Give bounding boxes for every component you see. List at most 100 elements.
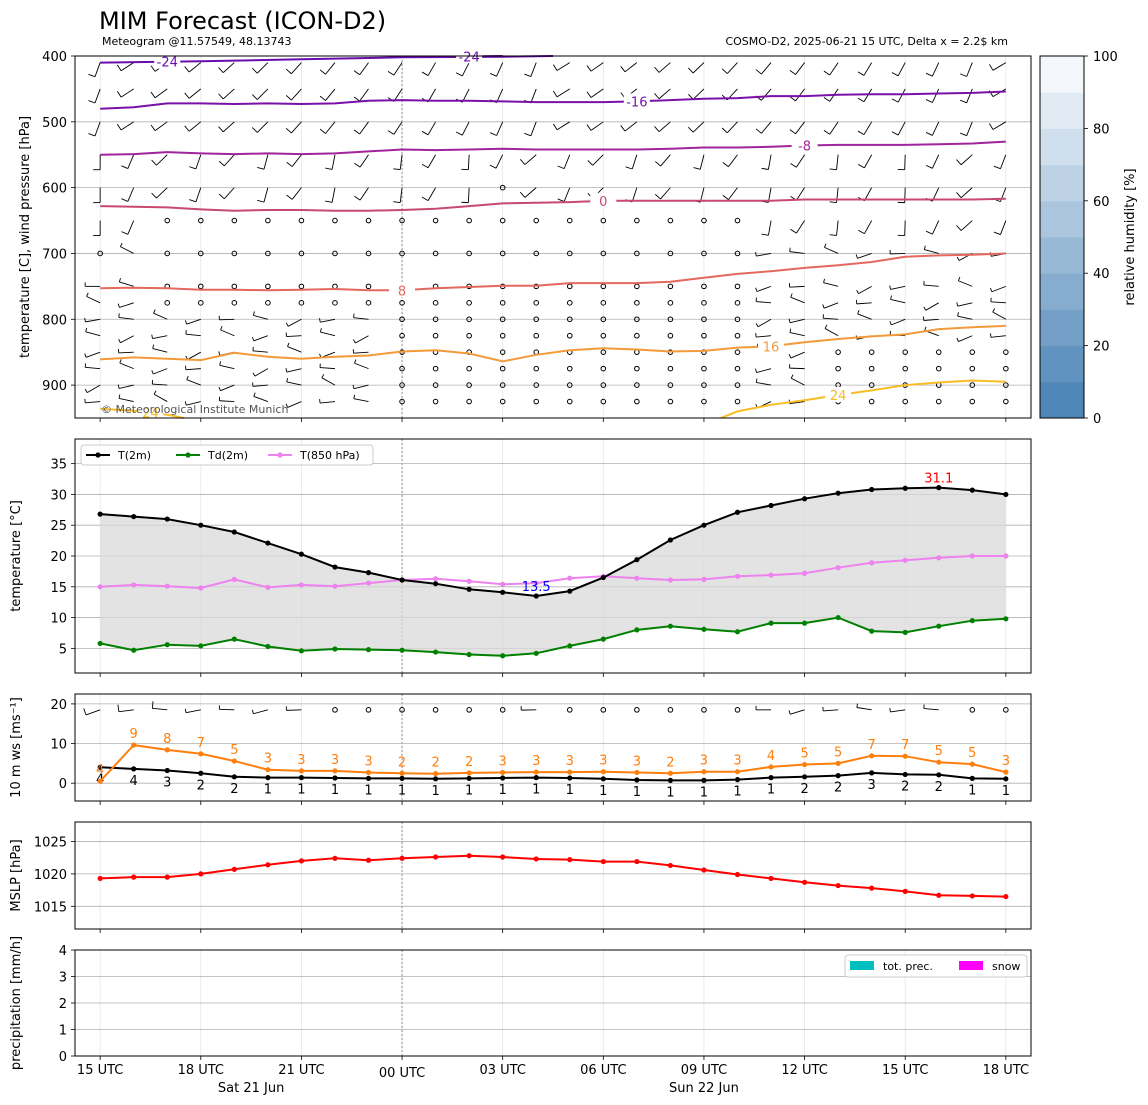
- upper-wind-barb-feather: [891, 72, 899, 77]
- upper-wind-barb-staff: [153, 393, 168, 402]
- upper-wind-barb-calm: [566, 365, 573, 372]
- wind-series-point: [902, 771, 908, 778]
- wind-series-point: [198, 751, 204, 757]
- upper-wind-barb-feather: [285, 95, 292, 101]
- colorbar-tick-label: 80: [1093, 122, 1110, 137]
- upper-wind-barb-feather: [858, 164, 865, 169]
- upper-wind-barb-calm: [432, 250, 439, 257]
- upper-wind-barb-calm: [667, 250, 674, 257]
- upper-wind-barb-staff: [726, 121, 738, 134]
- upper-wind-barb-staff: [966, 62, 973, 77]
- upper-wind-barb-feather: [86, 292, 89, 297]
- upper-wind-barb-staff: [658, 88, 671, 100]
- wind-value-label: 3: [163, 775, 171, 790]
- temp-series-point: [533, 650, 539, 656]
- temp-series-point: [432, 581, 439, 587]
- isotherm-line: [100, 55, 554, 64]
- surface-wind-barb-staff: [185, 709, 201, 714]
- upper-wind-barb-feather: [220, 326, 223, 331]
- upper-wind-barb-staff: [658, 62, 671, 73]
- upper-wind-barb-feather: [755, 287, 758, 292]
- wind-series-line: [100, 766, 1006, 782]
- colorbar-band: [1040, 164, 1084, 202]
- upper-wind-barb-feather: [824, 243, 827, 248]
- upper-wind-barb-calm: [399, 332, 405, 339]
- upper-wind-barb-staff: [185, 333, 201, 337]
- upper-wind-barb-feather: [84, 317, 86, 322]
- upper-wind-barb-feather: [116, 123, 122, 131]
- upper-wind-barb-staff: [287, 346, 302, 353]
- upper-wind-barb-staff: [118, 397, 134, 402]
- wind-value-label: 5: [968, 746, 976, 761]
- upper-wind-barb-staff: [856, 302, 872, 305]
- upper-wind-barb-staff: [795, 88, 805, 102]
- wind-series-point: [97, 778, 103, 784]
- upper-wind-barb-feather: [824, 324, 828, 329]
- upper-wind-barb-feather: [857, 71, 865, 76]
- upper-wind-barb-calm: [868, 398, 875, 405]
- isotherm-label-bg: [590, 192, 617, 208]
- upper-wind-barb-calm: [466, 316, 472, 323]
- upper-wind-barb-feather: [693, 167, 701, 170]
- upper-wind-barb-calm: [466, 250, 472, 257]
- upper-wind-barb-staff: [890, 285, 906, 290]
- temp-series-line: [100, 616, 1006, 657]
- wind-value-label: 3: [868, 778, 876, 793]
- upper-wind-barb-calm: [566, 283, 573, 290]
- upper-wind-barb-calm: [600, 398, 607, 405]
- upper-wind-barb-calm: [566, 316, 573, 323]
- upper-wind-barb-staff: [119, 302, 134, 308]
- upper-wind-barb-feather: [889, 321, 892, 326]
- upper-wind-barb-staff: [863, 121, 873, 135]
- upper-wind-barb-staff: [188, 121, 202, 132]
- upper-wind-barb-feather: [88, 100, 96, 104]
- upper-wind-barb-staff: [761, 121, 772, 134]
- upper-wind-barb-staff: [836, 220, 839, 236]
- upper-wind-barb-calm: [734, 332, 741, 339]
- mslp-ylabel: MSLP [hPa]: [9, 839, 24, 911]
- surface-wind-barb-calm: [332, 707, 338, 713]
- upper-wind-barb-feather: [823, 70, 830, 76]
- isotherm-label-bg: [154, 53, 181, 69]
- colorbar-band: [1040, 200, 1084, 238]
- wind-value-label: 2: [901, 779, 909, 794]
- upper-wind-barb-staff: [156, 187, 168, 199]
- upper-wind-barb-calm: [499, 398, 506, 405]
- wind-value-label: 1: [733, 785, 741, 800]
- upper-wind-barb-feather: [116, 90, 122, 98]
- upper-wind-barb-feather: [924, 326, 927, 331]
- upper-wind-barb-feather: [557, 198, 565, 202]
- wind-value-label: 5: [935, 744, 943, 759]
- upper-wind-barb-staff: [891, 318, 906, 326]
- upper-wind-barb-staff: [186, 379, 201, 386]
- upper-wind-barb-staff: [353, 351, 369, 354]
- upper-wind-barb-feather: [119, 359, 122, 364]
- upper-wind-barb-staff: [795, 121, 805, 135]
- isotherm-label: -24: [459, 50, 480, 65]
- upper-wind-barb-staff: [461, 121, 470, 136]
- upper-wind-barb-staff: [219, 318, 235, 321]
- upper-wind-barb-staff: [858, 285, 872, 295]
- upper-wind-barb-calm: [734, 250, 741, 257]
- upper-wind-barb-calm: [667, 300, 674, 306]
- wind-value-label: 7: [197, 736, 205, 751]
- temp-series-point: [466, 651, 472, 658]
- temp-series-point: [500, 581, 506, 587]
- upper-wind-barb-staff: [86, 296, 101, 304]
- isotherm-label: 8: [398, 284, 406, 299]
- temp-series-point: [298, 582, 305, 588]
- temp-series-point: [835, 490, 841, 496]
- upper-wind-barb-feather: [890, 295, 892, 300]
- temp-extreme-label: 13.5: [522, 580, 551, 595]
- wind-ytick-label: 10: [50, 738, 67, 753]
- upper-wind-barb-staff: [966, 121, 973, 136]
- temp-series-point: [869, 486, 875, 493]
- upper-wind-barb-calm: [634, 250, 640, 257]
- colorbar-tick-label: 100: [1093, 50, 1118, 65]
- upper-wind-barb-staff: [829, 121, 839, 135]
- temp-ytick-label: 10: [50, 612, 67, 627]
- wind-series-point: [869, 770, 875, 776]
- mslp-point: [567, 857, 573, 863]
- upper-wind-barb-staff: [556, 121, 571, 131]
- temp-series-point: [634, 557, 640, 563]
